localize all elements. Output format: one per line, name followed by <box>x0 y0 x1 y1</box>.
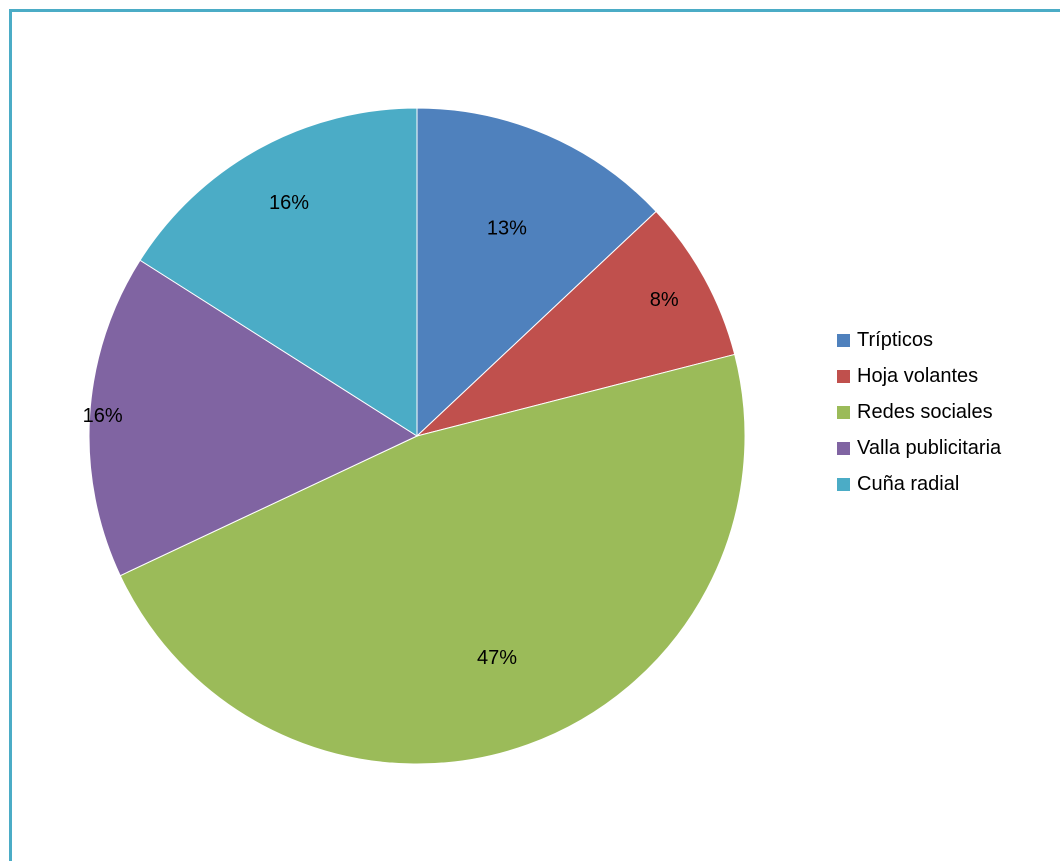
legend-item: Valla publicitaria <box>837 430 1052 466</box>
data-label-5: 16% <box>269 192 309 214</box>
legend-item: Redes sociales <box>837 394 1052 430</box>
pie-slice-4 <box>88 259 419 577</box>
data-label-2: 8% <box>650 289 679 311</box>
pie-slice-2 <box>416 210 736 437</box>
legend-swatch <box>837 369 850 383</box>
legend-label: Hoja volantes <box>857 364 979 387</box>
pie-slice-3 <box>119 353 746 765</box>
legend-label: Redes sociales <box>857 400 993 423</box>
legend-item: Trípticos <box>837 322 1052 358</box>
legend-swatch <box>837 477 850 491</box>
data-label-3: 47% <box>477 647 517 669</box>
legend: Trípticos Hoja volantes Redes sociales Vall… <box>837 322 1052 502</box>
legend-item: Hoja volantes <box>837 358 1052 394</box>
pie-slice-5 <box>139 107 418 437</box>
legend-swatch <box>837 333 850 347</box>
legend-item: Cuña radial <box>837 466 1052 502</box>
legend-label: Valla publicitaria <box>857 436 1002 459</box>
pie-slices <box>88 107 746 765</box>
data-label-1: 13% <box>487 217 527 239</box>
data-label-4: 16% <box>83 405 123 427</box>
pie-data-labels: 13% 8% 47% 16% 16% <box>83 192 679 669</box>
legend-label: Cuña radial <box>857 472 960 495</box>
legend-label: Trípticos <box>857 328 933 351</box>
legend-swatch <box>837 441 850 455</box>
pie-slice-1 <box>416 107 657 438</box>
legend-swatch <box>837 405 850 419</box>
